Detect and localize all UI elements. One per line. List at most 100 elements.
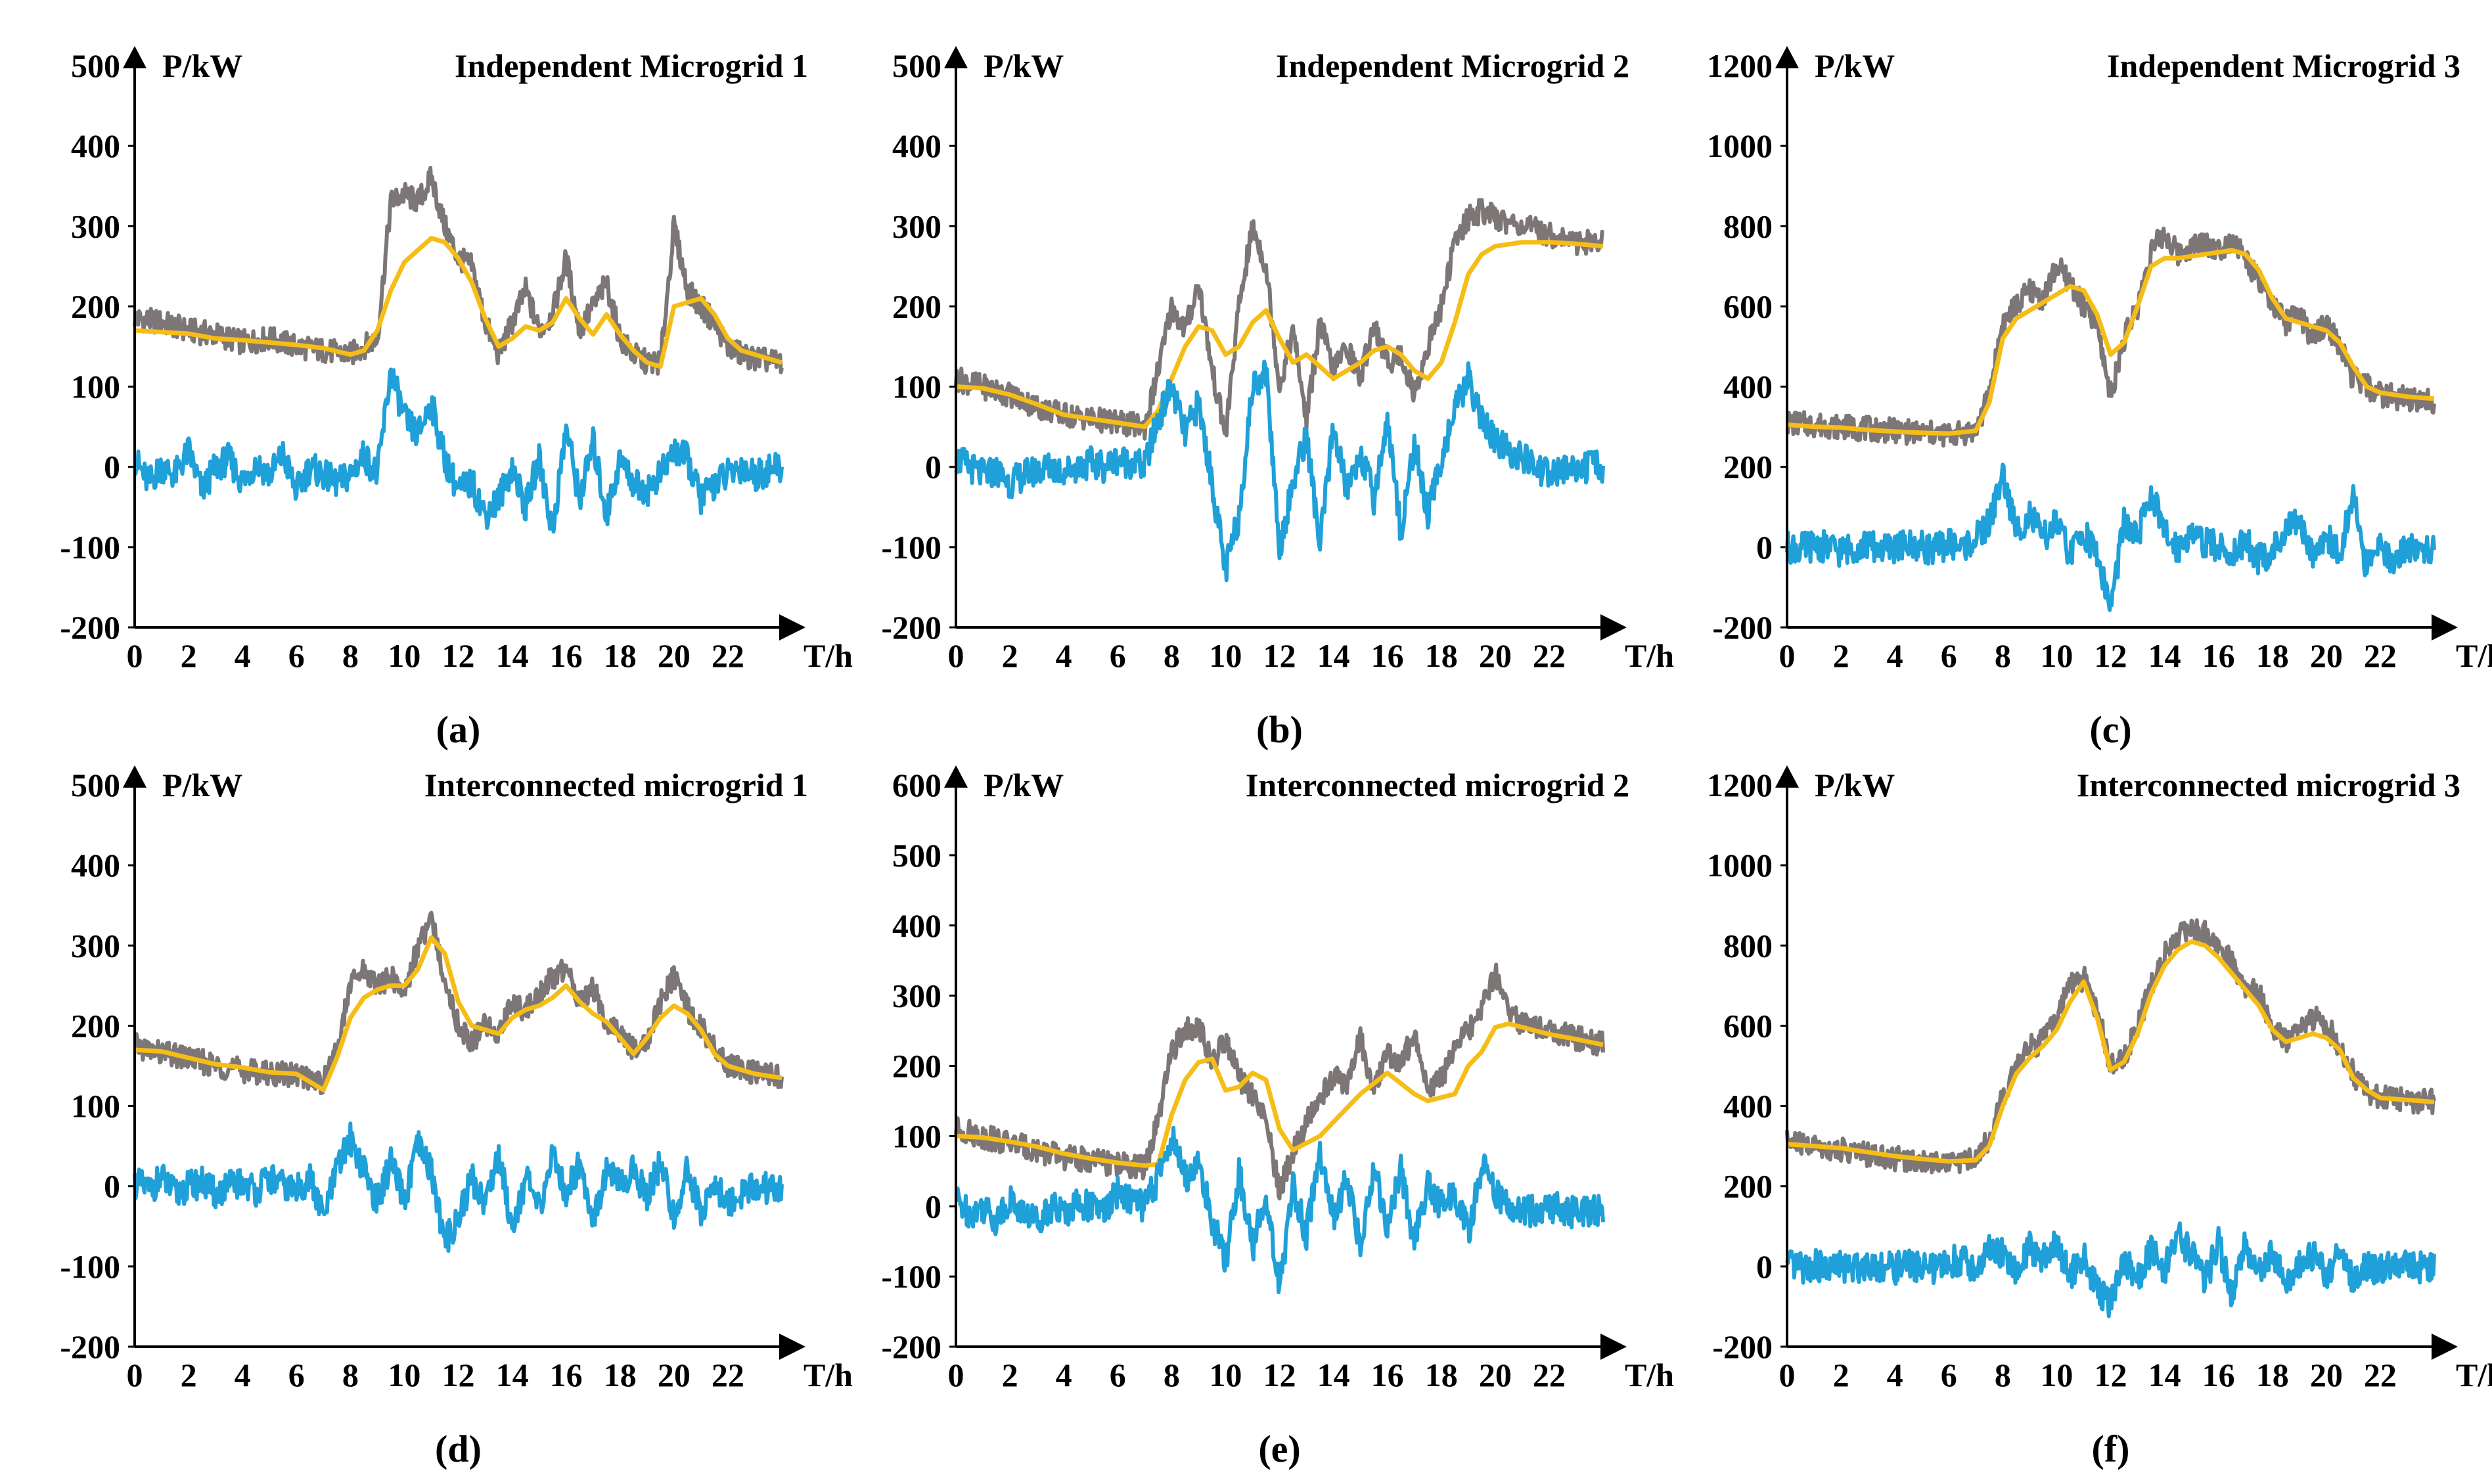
x-axis-arrow [1600,614,1627,641]
x-tick-label: 14 [2148,637,2181,674]
y-axis-unit-label: P/kW [162,47,242,84]
panel-title: Independent Microgrid 3 [2107,47,2460,84]
y-tick-label: 100 [71,1088,120,1125]
x-axis-arrow [2432,1334,2458,1360]
x-tick-label: 16 [1371,637,1404,674]
panel-d: -200 -100 0 100 200 300 400 500 0 2 4 6 8 10 12 14 16 18 2… [60,765,853,1470]
x-tick-label: 2 [1002,637,1018,674]
panel-title: Independent Microgrid 2 [1276,47,1629,84]
series-line-fluctuation [1785,1221,2436,1318]
panel-caption: (a) [436,708,481,751]
y-tick-label: 0 [1756,1248,1773,1285]
panel-title: Independent Microgrid 1 [455,47,808,84]
y-axis-unit-label: P/kW [984,47,1064,84]
x-tick-label: 16 [550,1357,583,1393]
y-tick-label: 200 [71,1007,120,1044]
x-tick-label: 14 [2148,1357,2181,1393]
x-axis-arrow [1600,1334,1627,1360]
y-tick-label: 0 [104,1168,120,1205]
x-tick-label: 16 [2202,637,2235,674]
y-tick-label: 1000 [1707,127,1773,164]
y-tick-label: -200 [60,609,120,646]
y-tick-label: 500 [71,767,120,803]
x-tick-label: 0 [1779,1357,1796,1393]
x-tick-label: 10 [2040,1357,2073,1393]
x-tick-label: 18 [1425,1357,1458,1393]
x-axis-arrow [779,614,805,641]
y-tick-label: 0 [925,1188,941,1225]
y-tick-label: -200 [60,1328,120,1365]
y-tick-label: -200 [881,609,941,646]
x-tick-label: 16 [1371,1357,1404,1393]
y-tick-label: 600 [892,767,941,803]
x-tick-label: 0 [1779,637,1796,674]
panel-caption: (f) [2092,1428,2130,1470]
y-tick-label: 300 [892,978,941,1014]
x-tick-label: 8 [1995,637,2011,674]
x-axis-arrow [779,1334,805,1360]
panel-caption: (e) [1258,1428,1300,1470]
x-tick-label: 22 [2364,637,2397,674]
y-tick-label: 500 [892,837,941,874]
x-tick-label: 18 [2256,1357,2289,1393]
series-line-smoothed [954,240,1605,430]
series-line-fluctuation [955,1125,1605,1295]
y-tick-label: 300 [71,208,120,244]
x-tick-label: 20 [658,637,691,674]
x-tick-label: 20 [2310,637,2343,674]
x-tick-label: 18 [2256,637,2289,674]
series-line-raw [1785,918,2436,1175]
panel-title: Interconnected microgrid 1 [424,767,808,803]
x-tick-label: 4 [1056,637,1072,674]
panel-e: -200 -100 0 100 200 300 400 500 600 0 2 4 6 8 10 12 14 16… [881,765,1674,1470]
y-tick-label: 500 [892,47,941,84]
y-tick-label: 1200 [1707,767,1773,803]
y-axis-arrow [123,46,147,68]
y-tick-label: 800 [1723,927,1773,964]
x-tick-label: 12 [2095,637,2127,674]
x-tick-label: 12 [2095,1357,2127,1393]
y-tick-label: 200 [71,288,120,325]
y-tick-label: 0 [104,449,120,485]
y-tick-label: 200 [1723,449,1773,485]
y-tick-label: 200 [892,1048,941,1085]
y-tick-label: -100 [60,529,120,566]
x-tick-label: 6 [1110,1357,1126,1393]
y-tick-label: -200 [1712,609,1773,646]
x-tick-label: 22 [712,637,744,674]
y-tick-label: -100 [881,1258,941,1295]
x-tick-label: 12 [1263,637,1296,674]
x-tick-label: 8 [1164,637,1180,674]
y-tick-label: -100 [881,529,941,566]
y-axis-unit-label: P/kW [1815,47,1895,84]
panel-caption: (b) [1256,708,1303,751]
x-tick-label: 22 [1533,1357,1566,1393]
x-tick-label: 8 [342,637,359,674]
series-line-raw [954,962,1605,1201]
x-tick-label: 14 [1317,637,1350,674]
series-line-fluctuation [954,359,1605,583]
x-tick-label: 0 [127,637,143,674]
y-tick-label: 600 [1723,1007,1773,1044]
x-tick-label: 10 [388,1357,420,1393]
y-tick-label: 300 [71,927,120,964]
x-tick-label: 6 [288,1357,305,1393]
y-tick-label: 100 [892,1117,941,1154]
series-line-fluctuation [1785,462,2436,612]
x-tick-label: 0 [127,1357,143,1393]
x-tick-label: 2 [181,1357,197,1393]
series-line-raw [954,198,1605,441]
y-tick-label: -200 [881,1328,941,1365]
y-tick-label: -200 [1712,1328,1773,1365]
x-tick-label: 6 [1941,637,1957,674]
y-tick-label: 400 [71,847,120,884]
x-tick-label: 8 [1164,1357,1180,1393]
x-tick-label: 22 [1533,637,1566,674]
x-tick-label: 12 [1263,1357,1296,1393]
y-tick-label: 1200 [1707,47,1773,84]
x-tick-label: 20 [1479,637,1512,674]
x-tick-label: 6 [1110,637,1126,674]
x-tick-label: 14 [496,637,529,674]
y-tick-label: 200 [1723,1168,1773,1205]
